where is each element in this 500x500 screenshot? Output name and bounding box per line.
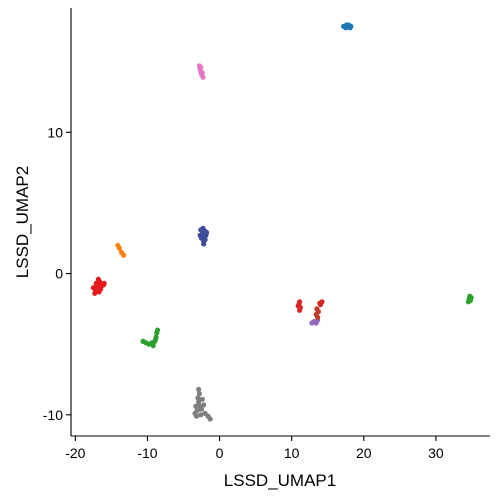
data-point <box>317 300 323 306</box>
data-point <box>92 290 98 296</box>
data-point <box>95 276 101 282</box>
data-point <box>207 416 213 422</box>
data-point <box>116 245 122 251</box>
data-point <box>201 402 207 408</box>
data-point <box>197 232 203 238</box>
x-axis-ticks: -20 -10 0 10 20 30 <box>65 436 444 461</box>
data-point <box>342 23 348 29</box>
data-point <box>295 303 301 309</box>
data-point <box>199 70 205 76</box>
data-point <box>202 237 208 243</box>
data-point <box>195 395 201 401</box>
data-point <box>204 230 210 236</box>
data-point <box>150 343 156 349</box>
data-point <box>193 413 200 419</box>
data-point <box>348 23 354 29</box>
data-point <box>465 299 471 305</box>
y-tick-label: 10 <box>47 124 63 140</box>
y-axis-ticks: -10 0 10 <box>43 124 71 423</box>
data-point <box>200 74 206 80</box>
data-point <box>193 403 199 409</box>
data-point <box>101 280 107 286</box>
x-tick-label: -20 <box>65 445 85 461</box>
x-tick-label: 30 <box>428 445 444 461</box>
x-tick-label: 20 <box>356 445 372 461</box>
data-point <box>96 289 102 295</box>
data-point <box>152 337 158 343</box>
y-axis-title: LSSD_UMAP2 <box>13 166 32 278</box>
x-tick-label: 10 <box>284 445 300 461</box>
x-tick-label: -10 <box>137 445 157 461</box>
data-point <box>314 306 320 312</box>
data-point <box>198 406 205 412</box>
data-point <box>196 386 202 392</box>
data-point <box>196 399 202 405</box>
data-point <box>154 327 161 333</box>
data-point <box>199 396 205 402</box>
x-tick-label: 0 <box>216 445 224 461</box>
plot-area <box>90 22 474 422</box>
data-point <box>297 307 303 313</box>
data-point <box>121 252 127 258</box>
x-axis-title: LSSD_UMAP1 <box>224 471 336 490</box>
data-point <box>198 412 204 418</box>
data-point <box>468 295 474 301</box>
data-point <box>315 314 321 320</box>
data-point <box>201 241 207 247</box>
y-tick-label: -10 <box>43 407 63 423</box>
data-point <box>198 64 204 70</box>
data-point <box>93 280 99 286</box>
y-tick-label: 0 <box>55 266 63 282</box>
data-point <box>196 391 202 397</box>
